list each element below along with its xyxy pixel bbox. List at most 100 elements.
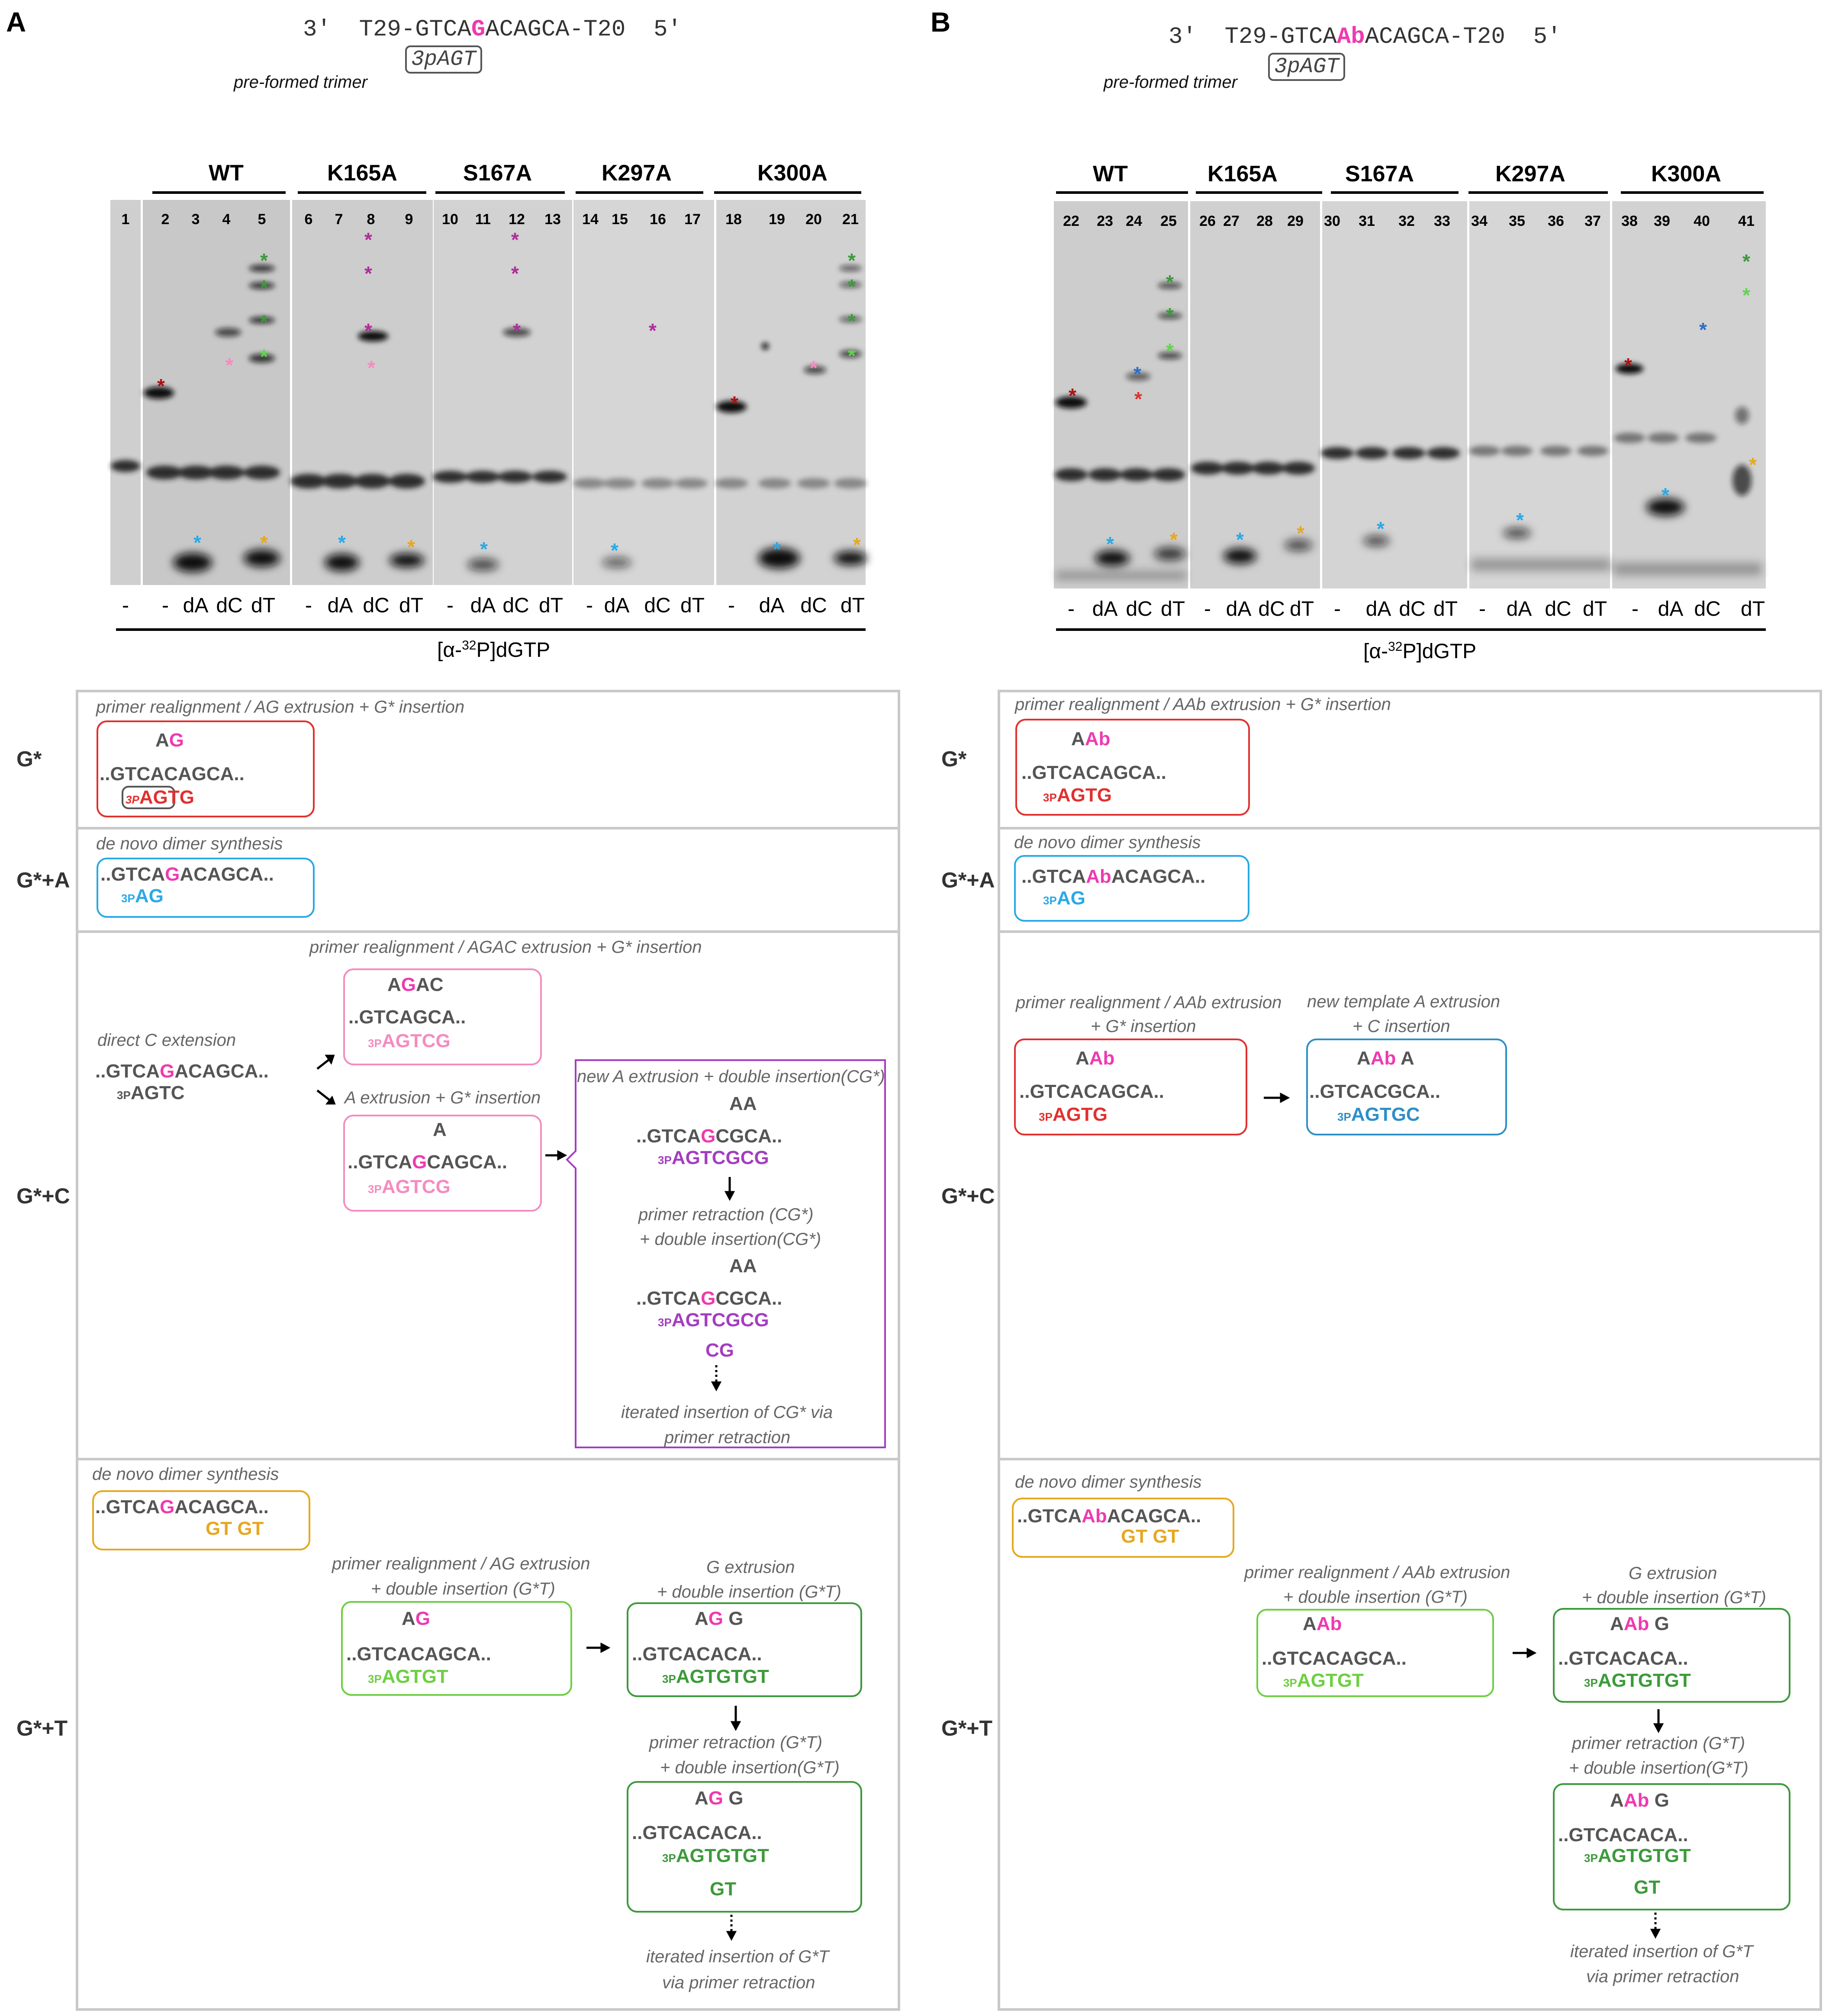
- lane-number: 29: [1287, 213, 1304, 229]
- template-modified-base: Ab: [1336, 24, 1365, 50]
- scheme-box: [1306, 1039, 1507, 1135]
- star-marker: *: [1749, 453, 1757, 476]
- svg-text:AGAC: AGAC: [387, 974, 444, 995]
- svg-text:..GTCAAbACAGCA..: ..GTCAAbACAGCA..: [1021, 866, 1205, 887]
- row-label-gt: G*+T: [16, 1716, 68, 1740]
- scheme-label: primer realignment / AAb extrusion: [1016, 993, 1282, 1012]
- star-marker: *: [848, 275, 856, 298]
- lane-number: 4: [222, 211, 231, 228]
- row-label-ga: G*+A: [941, 868, 995, 892]
- svg-text:GT GT: GT GT: [1121, 1526, 1179, 1547]
- scheme-box: [92, 1490, 310, 1550]
- scheme-label: primer realignment / AAb extrusion: [1244, 1563, 1510, 1582]
- lane-nucleotide: -: [1204, 598, 1211, 621]
- lane-nucleotide: dA: [759, 594, 785, 617]
- lane-number: 19: [769, 211, 785, 228]
- svg-text:3PAGTGTGT: 3PAGTGTGT: [662, 1845, 769, 1866]
- star-marker: *: [260, 311, 268, 333]
- star-marker: *: [773, 538, 781, 560]
- scheme-box: [343, 968, 542, 1065]
- lane-nucleotide: dC: [1126, 598, 1153, 621]
- panel-b-trimer-label: pre-formed trimer: [1104, 73, 1237, 92]
- scheme-a-row-g: [76, 690, 900, 830]
- label-post: P]dGTP: [476, 639, 551, 662]
- star-marker: *: [1170, 528, 1178, 551]
- gel-b-stars: * * * * * * * * * * * * * * * * * *: [1069, 250, 1757, 555]
- lane-nucleotide: dA: [604, 594, 630, 617]
- star-marker: *: [1516, 509, 1524, 531]
- svg-text:..GTCACAGCA..: ..GTCACAGCA..: [346, 1643, 491, 1665]
- scheme-box: [627, 1602, 862, 1697]
- lane-nucleotide: dC: [1399, 598, 1426, 621]
- star-marker: *: [513, 319, 521, 342]
- lane-nucleotide: dT: [840, 594, 865, 617]
- svg-text:..GTCACACA..: ..GTCACACA..: [1558, 1648, 1688, 1669]
- svg-text:AAb A: AAb A: [1357, 1048, 1414, 1069]
- star-marker: *: [367, 357, 375, 379]
- panel-a-trimer-box: 3pAGT: [405, 45, 483, 74]
- gel-a-bottom-line: [116, 628, 866, 631]
- star-marker: *: [1166, 339, 1174, 362]
- scheme-a-row-ga: [76, 827, 900, 933]
- lane-number: 1: [121, 211, 130, 228]
- lane-number: 8: [367, 211, 375, 228]
- star-marker: *: [611, 539, 618, 562]
- svg-text:AA: AA: [729, 1255, 757, 1276]
- gel-a-stars: * * * * * * * * * * * * * * * * * * * * …: [157, 228, 861, 562]
- lane-number: 30: [1324, 213, 1340, 229]
- lane-number: 10: [442, 211, 458, 228]
- scheme-title: de novo dimer synthesis: [96, 834, 283, 853]
- lane-nucleotide: -: [122, 594, 129, 617]
- template-right: ACAGCA-T20: [1365, 24, 1505, 50]
- panel-b-trimer-box: 3pAGT: [1268, 53, 1346, 81]
- lane-number: 18: [725, 211, 742, 228]
- svg-text:A: A: [433, 1119, 447, 1140]
- lane-nucleotide: dT: [1160, 598, 1185, 621]
- lane-number: 17: [684, 211, 701, 228]
- lane-nucleotide: dA: [1365, 598, 1391, 621]
- star-marker: *: [511, 262, 519, 285]
- star-marker: *: [848, 344, 856, 367]
- star-marker: *: [157, 375, 165, 397]
- scheme-title: de novo dimer synthesis: [1014, 833, 1201, 852]
- lane-number: 9: [405, 211, 413, 228]
- scheme-box: [1015, 719, 1250, 816]
- svg-text:3PAGTGC: 3PAGTGC: [1337, 1104, 1420, 1125]
- lane-nucleotide: -: [1068, 598, 1075, 621]
- lane-number: 14: [582, 211, 599, 228]
- scheme-label: direct C extension: [97, 1031, 236, 1050]
- lane-number: 33: [1434, 213, 1450, 229]
- row-label-g: G*: [941, 747, 967, 771]
- svg-text:..GTCAGACAGCA..: ..GTCAGACAGCA..: [100, 864, 274, 885]
- lane-number: 34: [1471, 213, 1488, 229]
- template-left: T29-GTCA: [1224, 24, 1337, 50]
- lane-nucleotide: dA: [1092, 598, 1118, 621]
- group-label-s167a: S167A: [1345, 161, 1414, 186]
- lane-nucleotide: -: [1632, 598, 1639, 621]
- template-5prime: 5′: [1533, 24, 1562, 50]
- lane-number: 41: [1738, 213, 1755, 229]
- lane-number: 24: [1126, 213, 1142, 229]
- lane-nucleotide: dA: [470, 594, 496, 617]
- svg-text:AAb: AAb: [1076, 1048, 1114, 1069]
- lane-number: 22: [1063, 213, 1079, 229]
- star-marker: *: [1166, 271, 1174, 293]
- lane-number: 11: [475, 211, 491, 228]
- lane-number: 31: [1359, 213, 1375, 229]
- lane-nucleotide: dA: [1226, 598, 1252, 621]
- lane-nucleotide: dC: [216, 594, 243, 617]
- svg-text:..GTCAGCAGCA..: ..GTCAGCAGCA..: [348, 1151, 507, 1173]
- lane-nucleotide: -: [162, 594, 169, 617]
- svg-text:..GTCACACA..: ..GTCACACA..: [1558, 1824, 1688, 1846]
- star-marker: *: [1236, 528, 1244, 551]
- lane-nucleotide: -: [1479, 598, 1486, 621]
- lane-number: 6: [304, 211, 313, 228]
- lane-number: 37: [1584, 213, 1601, 229]
- lane-number: 35: [1509, 213, 1525, 229]
- lane-nucleotide: dT: [1582, 598, 1607, 621]
- svg-text:3PAG: 3PAG: [1043, 887, 1085, 909]
- scheme-label: via primer retraction: [1586, 1967, 1739, 1986]
- star-marker: *: [1624, 354, 1632, 376]
- scheme-label: new template A extrusion: [1307, 992, 1501, 1011]
- star-marker: *: [511, 228, 519, 251]
